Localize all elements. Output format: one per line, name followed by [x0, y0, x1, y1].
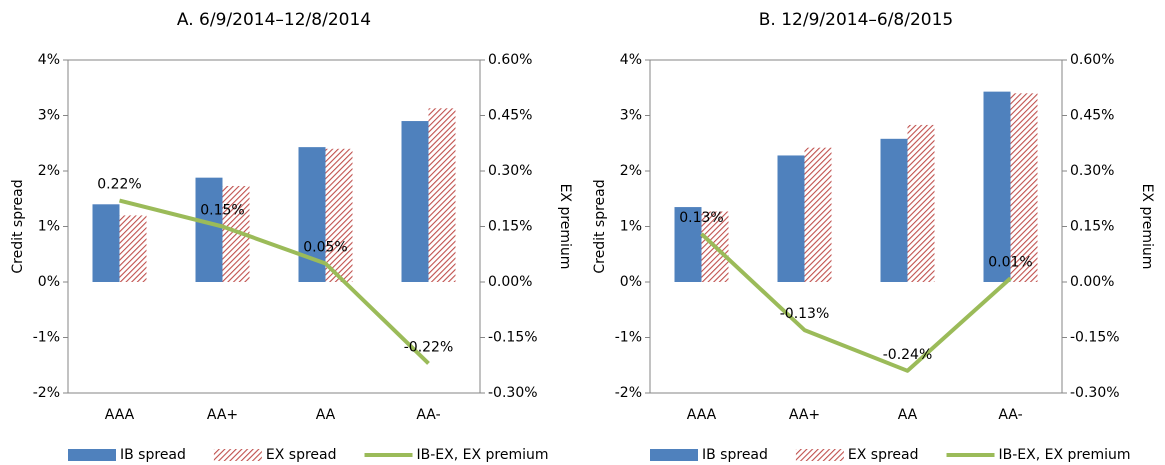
y2-tick-label: 0.45%: [488, 108, 532, 124]
y2-tick-label: -0.15%: [488, 330, 538, 346]
y-tick-label: -2%: [33, 385, 60, 401]
y-tick-label: 0%: [620, 274, 642, 290]
data-label: 0.01%: [988, 254, 1032, 270]
y2-tick-label: 0.15%: [488, 219, 532, 235]
legend-label: EX spread: [266, 447, 337, 463]
legend-label: IB spread: [702, 447, 768, 463]
legend-swatch: [650, 449, 698, 461]
bar: [804, 147, 832, 282]
chart-title: B. 12/9/2014–6/8/2015: [759, 10, 954, 30]
y-tick-label: -1%: [33, 330, 60, 346]
y2-tick-label: 0.30%: [488, 163, 532, 179]
y-tick-label: 2%: [620, 163, 642, 179]
legend-label: EX spread: [848, 447, 919, 463]
y2-tick-label: 0.00%: [1070, 274, 1114, 290]
bar: [325, 148, 353, 282]
bar: [907, 124, 935, 282]
x-tick-label: AAA: [687, 407, 717, 423]
legend-label: IB spread: [120, 447, 186, 463]
data-label: 0.05%: [303, 240, 347, 256]
bar: [195, 177, 223, 282]
legend-label: IB-EX, EX premium: [999, 447, 1131, 463]
y2-tick-label: -0.15%: [1070, 330, 1120, 346]
y-tick-label: 4%: [620, 52, 642, 68]
legend-label: IB-EX, EX premium: [417, 447, 549, 463]
data-label: -0.24%: [883, 347, 933, 363]
y-axis-label: Credit spread: [592, 179, 608, 273]
x-tick-label: AA+: [207, 407, 238, 423]
y-tick-label: -2%: [615, 385, 642, 401]
x-tick-label: AA: [316, 407, 336, 423]
y-tick-label: 4%: [38, 52, 60, 68]
bar: [428, 108, 456, 282]
y-tick-label: -1%: [615, 330, 642, 346]
chart-title: A. 6/9/2014–12/8/2014: [177, 10, 371, 30]
y-tick-label: 2%: [38, 163, 60, 179]
y2-tick-label: 0.15%: [1070, 219, 1114, 235]
y2-axis-label: EX premium: [557, 184, 573, 270]
chart: A. 6/9/2014–12/8/2014 Credit spread EX pre…: [10, 10, 573, 463]
y2-tick-label: 0.30%: [1070, 163, 1114, 179]
bar: [880, 138, 908, 282]
x-tick-label: AA-: [998, 407, 1022, 423]
bar: [983, 91, 1011, 282]
x-tick-label: AA: [898, 407, 918, 423]
x-tick-label: AAA: [105, 407, 135, 423]
bar: [92, 204, 120, 282]
y-tick-label: 3%: [620, 108, 642, 124]
data-label: 0.22%: [97, 177, 141, 193]
y2-tick-label: 0.60%: [488, 52, 532, 68]
legend-swatch: [213, 449, 262, 461]
y-tick-label: 1%: [38, 219, 60, 235]
data-label: -0.13%: [780, 306, 830, 322]
data-label: -0.22%: [404, 339, 454, 355]
bar: [674, 207, 702, 282]
y2-tick-label: 0.00%: [488, 274, 532, 290]
y-axis-label: Credit spread: [10, 179, 26, 273]
data-label: 0.13%: [679, 210, 723, 226]
line: [700, 232, 1012, 373]
y-tick-label: 3%: [38, 108, 60, 124]
data-label: 0.15%: [200, 203, 244, 219]
bar: [777, 155, 805, 282]
y2-tick-label: -0.30%: [488, 385, 538, 401]
chart: B. 12/9/2014–6/8/2015 Credit spread EX pre…: [592, 10, 1155, 463]
x-tick-label: AA-: [416, 407, 440, 423]
legend-swatch: [68, 449, 116, 461]
line: [119, 198, 430, 365]
y-tick-label: 1%: [620, 219, 642, 235]
bar: [401, 121, 429, 282]
y-tick-label: 0%: [38, 274, 60, 290]
legend-swatch: [795, 449, 844, 461]
bar: [119, 215, 147, 282]
x-tick-label: AA+: [789, 407, 820, 423]
bar: [1010, 93, 1038, 282]
y2-axis-label: EX premium: [1139, 184, 1155, 270]
y2-tick-label: -0.30%: [1070, 385, 1120, 401]
y2-tick-label: 0.60%: [1070, 52, 1114, 68]
y2-tick-label: 0.45%: [1070, 108, 1114, 124]
